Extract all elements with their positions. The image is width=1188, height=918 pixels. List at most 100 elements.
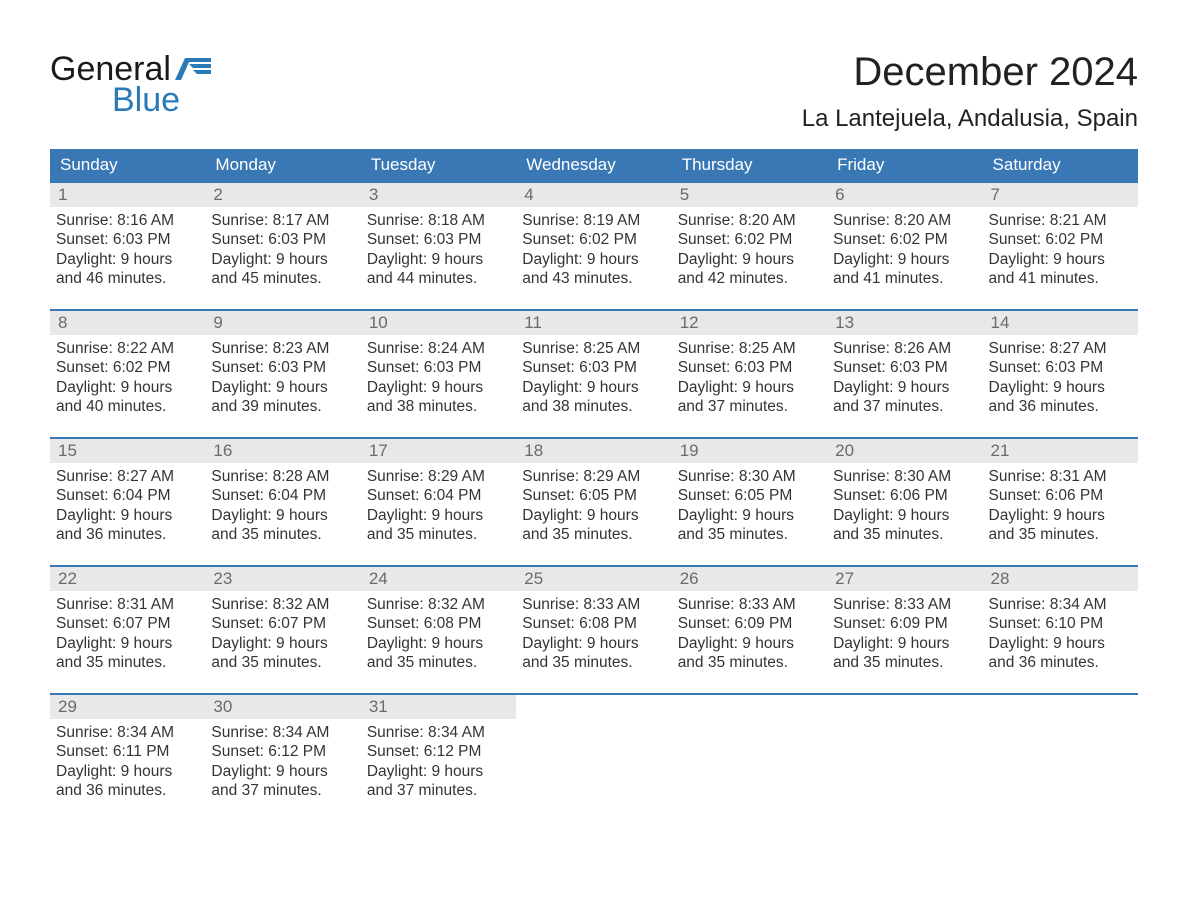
day-d1-text: Daylight: 9 hours (678, 378, 821, 397)
day-body: Sunrise: 8:33 AMSunset: 6:09 PMDaylight:… (827, 591, 982, 677)
weekday-header-cell: Friday (827, 149, 982, 181)
day-body: Sunrise: 8:25 AMSunset: 6:03 PMDaylight:… (516, 335, 671, 421)
day-cell: 10Sunrise: 8:24 AMSunset: 6:03 PMDayligh… (361, 311, 516, 437)
day-d1-text: Daylight: 9 hours (833, 378, 976, 397)
day-number: 29 (50, 695, 205, 719)
day-d1-text: Daylight: 9 hours (211, 250, 354, 269)
day-sunrise-text: Sunrise: 8:28 AM (211, 467, 354, 486)
day-d2-text: and 37 minutes. (678, 397, 821, 416)
day-d1-text: Daylight: 9 hours (989, 506, 1132, 525)
day-body: Sunrise: 8:16 AMSunset: 6:03 PMDaylight:… (50, 207, 205, 293)
day-d2-text: and 46 minutes. (56, 269, 199, 288)
day-body: Sunrise: 8:19 AMSunset: 6:02 PMDaylight:… (516, 207, 671, 293)
day-cell: 3Sunrise: 8:18 AMSunset: 6:03 PMDaylight… (361, 183, 516, 309)
day-d2-text: and 35 minutes. (833, 525, 976, 544)
day-number: 7 (983, 183, 1138, 207)
day-cell (983, 695, 1138, 821)
day-cell: 30Sunrise: 8:34 AMSunset: 6:12 PMDayligh… (205, 695, 360, 821)
day-number: 13 (827, 311, 982, 335)
day-body: Sunrise: 8:27 AMSunset: 6:03 PMDaylight:… (983, 335, 1138, 421)
day-number: 15 (50, 439, 205, 463)
day-body: Sunrise: 8:17 AMSunset: 6:03 PMDaylight:… (205, 207, 360, 293)
day-body: Sunrise: 8:33 AMSunset: 6:09 PMDaylight:… (672, 591, 827, 677)
day-sunrise-text: Sunrise: 8:25 AM (522, 339, 665, 358)
day-d2-text: and 35 minutes. (678, 653, 821, 672)
logo-flag-icon (175, 58, 211, 80)
day-cell: 20Sunrise: 8:30 AMSunset: 6:06 PMDayligh… (827, 439, 982, 565)
day-cell: 31Sunrise: 8:34 AMSunset: 6:12 PMDayligh… (361, 695, 516, 821)
day-cell: 7Sunrise: 8:21 AMSunset: 6:02 PMDaylight… (983, 183, 1138, 309)
day-sunrise-text: Sunrise: 8:34 AM (56, 723, 199, 742)
day-body: Sunrise: 8:22 AMSunset: 6:02 PMDaylight:… (50, 335, 205, 421)
day-d2-text: and 37 minutes. (211, 781, 354, 800)
day-sunrise-text: Sunrise: 8:32 AM (367, 595, 510, 614)
day-sunrise-text: Sunrise: 8:18 AM (367, 211, 510, 230)
day-sunset-text: Sunset: 6:07 PM (56, 614, 199, 633)
day-cell (516, 695, 671, 821)
day-d2-text: and 36 minutes. (56, 781, 199, 800)
day-cell: 18Sunrise: 8:29 AMSunset: 6:05 PMDayligh… (516, 439, 671, 565)
day-sunset-text: Sunset: 6:03 PM (522, 358, 665, 377)
day-body: Sunrise: 8:31 AMSunset: 6:06 PMDaylight:… (983, 463, 1138, 549)
day-sunrise-text: Sunrise: 8:20 AM (678, 211, 821, 230)
weekday-header-cell: Monday (205, 149, 360, 181)
day-d2-text: and 38 minutes. (522, 397, 665, 416)
day-number: 27 (827, 567, 982, 591)
day-sunrise-text: Sunrise: 8:27 AM (56, 467, 199, 486)
day-d2-text: and 44 minutes. (367, 269, 510, 288)
day-d2-text: and 35 minutes. (989, 525, 1132, 544)
day-sunset-text: Sunset: 6:03 PM (56, 230, 199, 249)
day-d2-text: and 35 minutes. (522, 525, 665, 544)
day-cell: 19Sunrise: 8:30 AMSunset: 6:05 PMDayligh… (672, 439, 827, 565)
day-sunset-text: Sunset: 6:03 PM (367, 230, 510, 249)
day-d2-text: and 35 minutes. (211, 653, 354, 672)
day-d2-text: and 35 minutes. (678, 525, 821, 544)
day-sunrise-text: Sunrise: 8:16 AM (56, 211, 199, 230)
day-sunset-text: Sunset: 6:12 PM (211, 742, 354, 761)
day-sunrise-text: Sunrise: 8:19 AM (522, 211, 665, 230)
day-cell: 8Sunrise: 8:22 AMSunset: 6:02 PMDaylight… (50, 311, 205, 437)
week-row: 15 Sunrise: 8:27 AMSunset: 6:04 PM Dayligh… (50, 437, 1138, 565)
day-sunset-text: Sunset: 6:06 PM (989, 486, 1132, 505)
day-body: Sunrise: 8:34 AMSunset: 6:10 PMDaylight:… (983, 591, 1138, 677)
day-sunset-text: Sunset: 6:08 PM (522, 614, 665, 633)
day-cell: 4Sunrise: 8:19 AMSunset: 6:02 PMDaylight… (516, 183, 671, 309)
day-number: 17 (361, 439, 516, 463)
day-body: Sunrise: 8:29 AMSunset: 6:04 PMDaylight:… (361, 463, 516, 549)
day-cell: 6Sunrise: 8:20 AMSunset: 6:02 PMDaylight… (827, 183, 982, 309)
day-cell: 13Sunrise: 8:26 AMSunset: 6:03 PMDayligh… (827, 311, 982, 437)
day-sunset-text: Sunset: 6:09 PM (678, 614, 821, 633)
day-d1-text: Daylight: 9 hours (989, 250, 1132, 269)
day-sunset-text: Sunset: 6:07 PM (211, 614, 354, 633)
day-d1-text: Daylight: 9 hours (989, 378, 1132, 397)
week-row: 1Sunrise: 8:16 AMSunset: 6:03 PMDaylight… (50, 181, 1138, 309)
day-d1-text: Daylight: 9 hours (367, 762, 510, 781)
day-sunrise-text: Sunrise: 8:24 AM (367, 339, 510, 358)
day-d2-text: and 42 minutes. (678, 269, 821, 288)
day-cell: 29Sunrise: 8:34 AMSunset: 6:11 PMDayligh… (50, 695, 205, 821)
day-body: Sunrise: 8:20 AMSunset: 6:02 PMDaylight:… (672, 207, 827, 293)
week-row: 29 Sunrise: 8:34 AMSunset: 6:11 PM Dayligh… (50, 693, 1138, 821)
day-d1-text: Daylight: 9 hours (678, 250, 821, 269)
day-sunset-text: Sunset: 6:11 PM (56, 742, 199, 761)
day-sunrise-text: Sunrise: 8:27 AM (989, 339, 1132, 358)
day-body: Sunrise: 8:30 AMSunset: 6:06 PMDaylight:… (827, 463, 982, 549)
day-cell: 9Sunrise: 8:23 AMSunset: 6:03 PMDaylight… (205, 311, 360, 437)
day-body: Sunrise: 8:23 AMSunset: 6:03 PMDaylight:… (205, 335, 360, 421)
week-row: 8Sunrise: 8:22 AMSunset: 6:02 PMDaylight… (50, 309, 1138, 437)
day-sunset-text: Sunset: 6:03 PM (678, 358, 821, 377)
day-sunrise-text: Sunrise: 8:33 AM (833, 595, 976, 614)
day-cell: 1Sunrise: 8:16 AMSunset: 6:03 PMDaylight… (50, 183, 205, 309)
day-sunset-text: Sunset: 6:10 PM (989, 614, 1132, 633)
day-d1-text: Daylight: 9 hours (678, 634, 821, 653)
day-cell: 26Sunrise: 8:33 AMSunset: 6:09 PMDayligh… (672, 567, 827, 693)
day-d1-text: Daylight: 9 hours (211, 762, 354, 781)
weekday-header-cell: Sunday (50, 149, 205, 181)
day-d1-text: Daylight: 9 hours (56, 634, 199, 653)
day-d2-text: and 45 minutes. (211, 269, 354, 288)
logo: General Blue (50, 50, 211, 120)
day-sunrise-text: Sunrise: 8:25 AM (678, 339, 821, 358)
day-sunset-text: Sunset: 6:04 PM (56, 486, 199, 505)
day-cell: 12Sunrise: 8:25 AMSunset: 6:03 PMDayligh… (672, 311, 827, 437)
day-body: Sunrise: 8:21 AMSunset: 6:02 PMDaylight:… (983, 207, 1138, 293)
